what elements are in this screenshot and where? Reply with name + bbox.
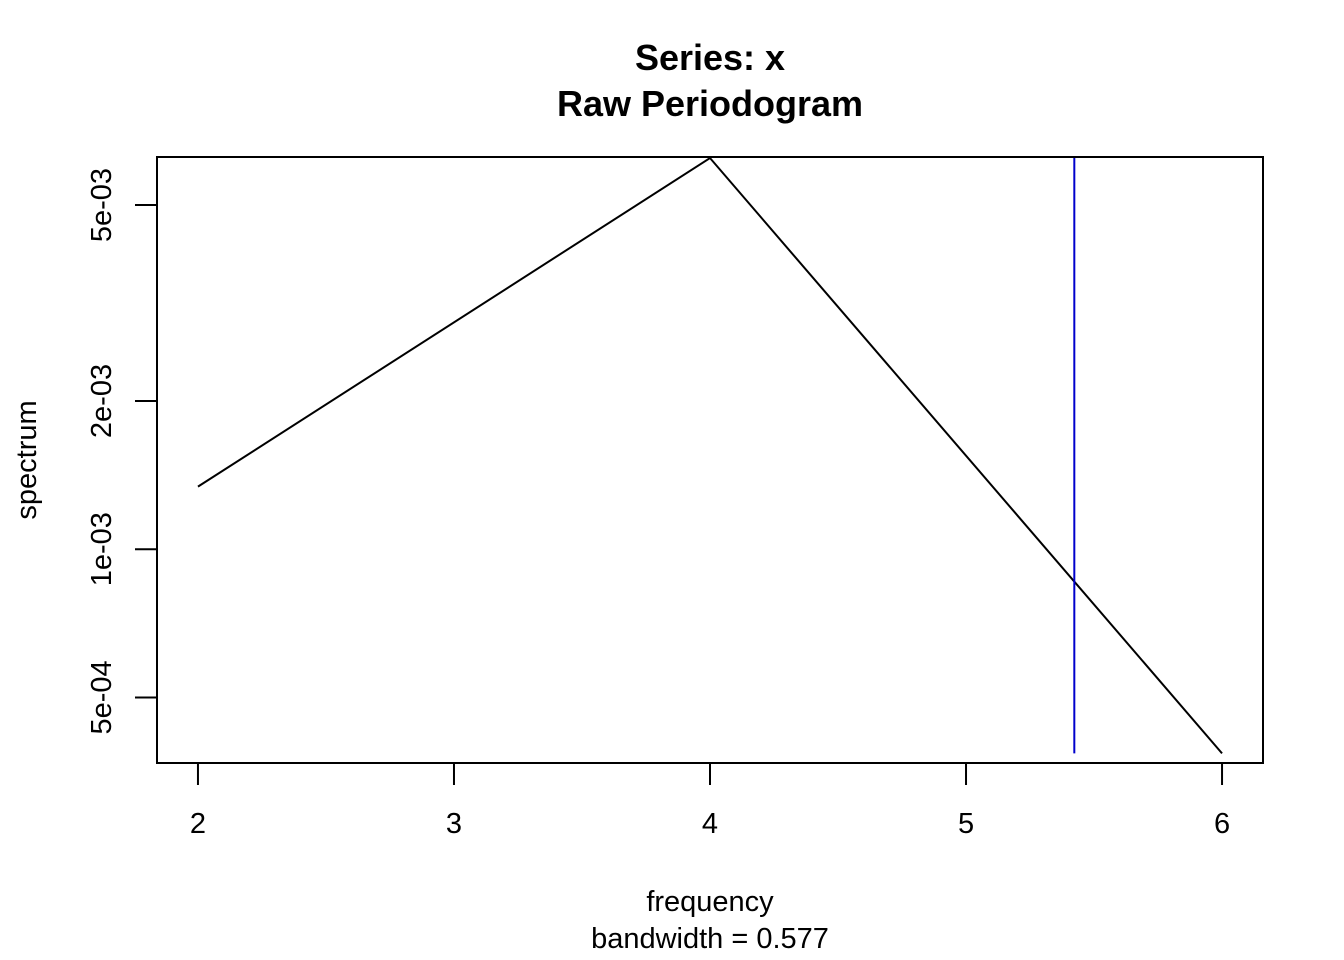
x-axis: 2 3 4 5 6 [190,762,1230,840]
x-tick-label-0: 2 [190,808,206,840]
x-tick-label-2: 4 [702,808,718,840]
y-axis-label: spectrum [11,400,43,519]
y-tick-label-3: 5e-03 [86,168,118,242]
y-axis: 5e-04 1e-03 2e-03 5e-03 [86,168,158,735]
chart-title: Series: x [635,37,785,78]
series-line-0 [197,156,1223,754]
x-tick-label-4: 6 [1214,808,1230,840]
x-axis-sublabel: bandwidth = 0.577 [591,923,829,955]
y-tick-label-0: 5e-04 [86,660,118,734]
y-tick-label-1: 1e-03 [86,512,118,586]
chart-subtitle: Raw Periodogram [557,83,863,124]
x-axis-label: frequency [646,886,774,918]
y-tick-label-2: 2e-03 [86,364,118,438]
series-layer [197,156,1223,754]
x-tick-label-3: 5 [958,808,974,840]
plot-frame [156,156,1264,764]
x-tick-label-1: 3 [446,808,462,840]
